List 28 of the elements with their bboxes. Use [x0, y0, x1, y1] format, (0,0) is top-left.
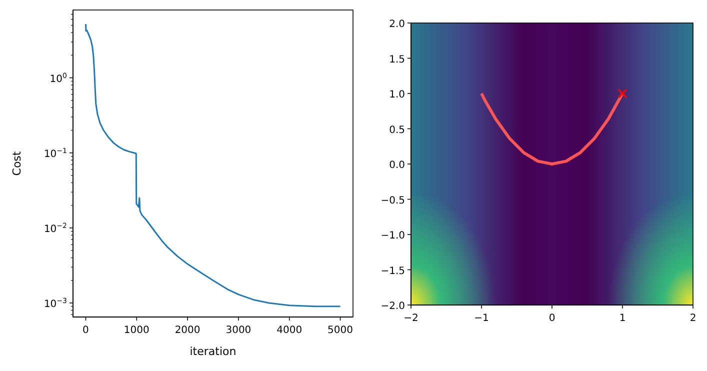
- x-tick-label: 2: [690, 313, 696, 324]
- x-tick-label: 1: [619, 313, 626, 324]
- y-tick-label: 1.0: [389, 90, 405, 100]
- y-tick-label: 10$^{−1}$: [44, 146, 67, 160]
- x-tick-label: −2: [404, 313, 418, 324]
- x-axis-title: iteration: [188, 345, 238, 358]
- y-tick-label: 2.0: [389, 19, 405, 30]
- x-tick-label: 1000: [124, 325, 150, 336]
- y-tick-label: −2.0: [380, 301, 405, 312]
- x-tick-label: 2000: [174, 325, 200, 336]
- x-tick-label: −1: [474, 313, 489, 324]
- x-tick-label: 3000: [226, 325, 252, 336]
- y-tick-label: −1.5: [380, 266, 405, 277]
- line-series: [84, 23, 342, 308]
- y-tick-label: 1.5: [389, 54, 405, 66]
- y-tick-label: 10$^{0}$: [50, 72, 67, 85]
- y-tick-label: 10$^{−2}$: [44, 222, 67, 235]
- x-tick-label: 5000: [328, 325, 353, 336]
- y-tick-label: −1.0: [380, 230, 405, 242]
- y-tick-label: 0.0: [389, 160, 405, 171]
- x-tick-label: 4000: [276, 325, 302, 336]
- y-tick-label: −0.5: [380, 195, 405, 206]
- x-tick-label: 0: [82, 325, 89, 336]
- y-axis-title: Cost: [10, 150, 24, 178]
- x-tick-label: 0: [548, 313, 556, 324]
- line-series: [480, 92, 624, 166]
- y-tick-label: 0.5: [389, 124, 405, 136]
- y-tick-label: 10$^{−3}$: [44, 296, 67, 310]
